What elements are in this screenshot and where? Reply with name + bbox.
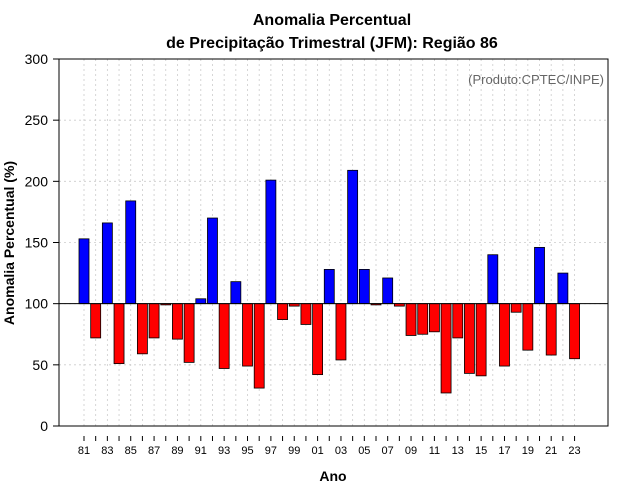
chart-title-line1: Anomalia Percentual [253,12,411,29]
bar-2003 [335,303,347,361]
credit-label: (Produto:CPTEC/INPE) [468,72,604,87]
y-tick-label: 300 [25,51,49,67]
y-axis: 0 50 100 150 200 250 300 [25,51,59,434]
bar-1995 [242,303,253,367]
y-axis-title: Anomalia Percentual (%) [1,161,17,325]
x-axis-title: Ano [319,468,346,484]
bar-2002 [323,269,335,305]
x-tick-label: 97 [265,445,277,457]
bar-1998 [277,303,288,320]
x-tick-label: 17 [498,445,510,457]
bar-1982 [90,303,102,339]
bar-2004 [347,169,359,305]
bar-2018 [510,303,522,313]
x-tick-label: 93 [218,445,230,457]
bar-2015 [475,303,487,377]
y-tick-label: 0 [40,418,48,434]
x-tick-label: 95 [241,445,253,457]
bar-2013 [452,303,464,339]
bars-group [78,169,580,394]
bar-1984 [113,303,125,365]
x-tick-label: 11 [429,445,440,457]
bar-1994 [230,281,242,305]
y-tick-label: 150 [25,235,49,251]
x-tick-label: 03 [335,445,347,457]
bar-2001 [312,303,324,376]
x-tick-label: 83 [101,445,113,457]
bar-2017 [499,303,510,367]
chart-title-line2: de Precipitação Trimestral (JFM): Região… [166,35,498,52]
bar-2022 [557,272,569,305]
x-tick-label: 15 [475,445,487,457]
bar-1981 [78,238,90,305]
bar-1987 [148,303,160,339]
x-tick-label: 09 [405,445,417,457]
bar-1986 [136,303,148,355]
y-tick-label: 100 [25,296,49,312]
bar-2007 [382,277,394,305]
bar-1983 [101,222,113,305]
bar-1991 [195,298,207,305]
bar-2014 [464,303,475,374]
x-tick-label: 23 [568,445,580,457]
x-tick-label: 89 [171,445,183,457]
bar-2009 [405,303,417,336]
x-tick-label: 07 [382,445,394,457]
bar-1997 [265,179,277,305]
y-tick-label: 50 [32,357,48,373]
bar-1996 [253,303,265,389]
bar-1990 [183,303,195,363]
bar-2021 [545,303,557,356]
y-tick-label: 250 [25,112,49,128]
bar-2016 [487,254,499,305]
x-tick-label: 21 [545,445,557,457]
x-tick-label: 19 [522,445,534,457]
x-tick-label: 01 [311,445,323,457]
bar-1989 [172,303,183,340]
bar-2020 [534,246,545,305]
x-tick-label: 05 [358,445,370,457]
x-tick-label: 91 [195,445,207,457]
x-tick-label: 99 [288,445,300,457]
bar-1993 [218,303,230,369]
x-tick-label: 81 [78,445,90,457]
bar-2012 [440,303,452,394]
bar-2000 [300,303,312,325]
x-tick-label: 13 [452,445,464,457]
y-tick-label: 200 [25,173,49,189]
x-tick-label: 85 [125,445,137,457]
bar-1985 [125,200,137,305]
bar-2019 [522,303,534,351]
x-axis: 81 83 85 87 89 91 93 95 97 99 01 03 05 07 09 11 13 15 17 19… [78,436,581,457]
bar-2010 [417,303,429,335]
bar-2011 [428,303,440,333]
bar-2005 [358,269,370,305]
bar-1992 [207,217,218,305]
grid-lines [59,58,608,427]
bar-2023 [569,303,580,360]
x-tick-label: 87 [148,445,160,457]
